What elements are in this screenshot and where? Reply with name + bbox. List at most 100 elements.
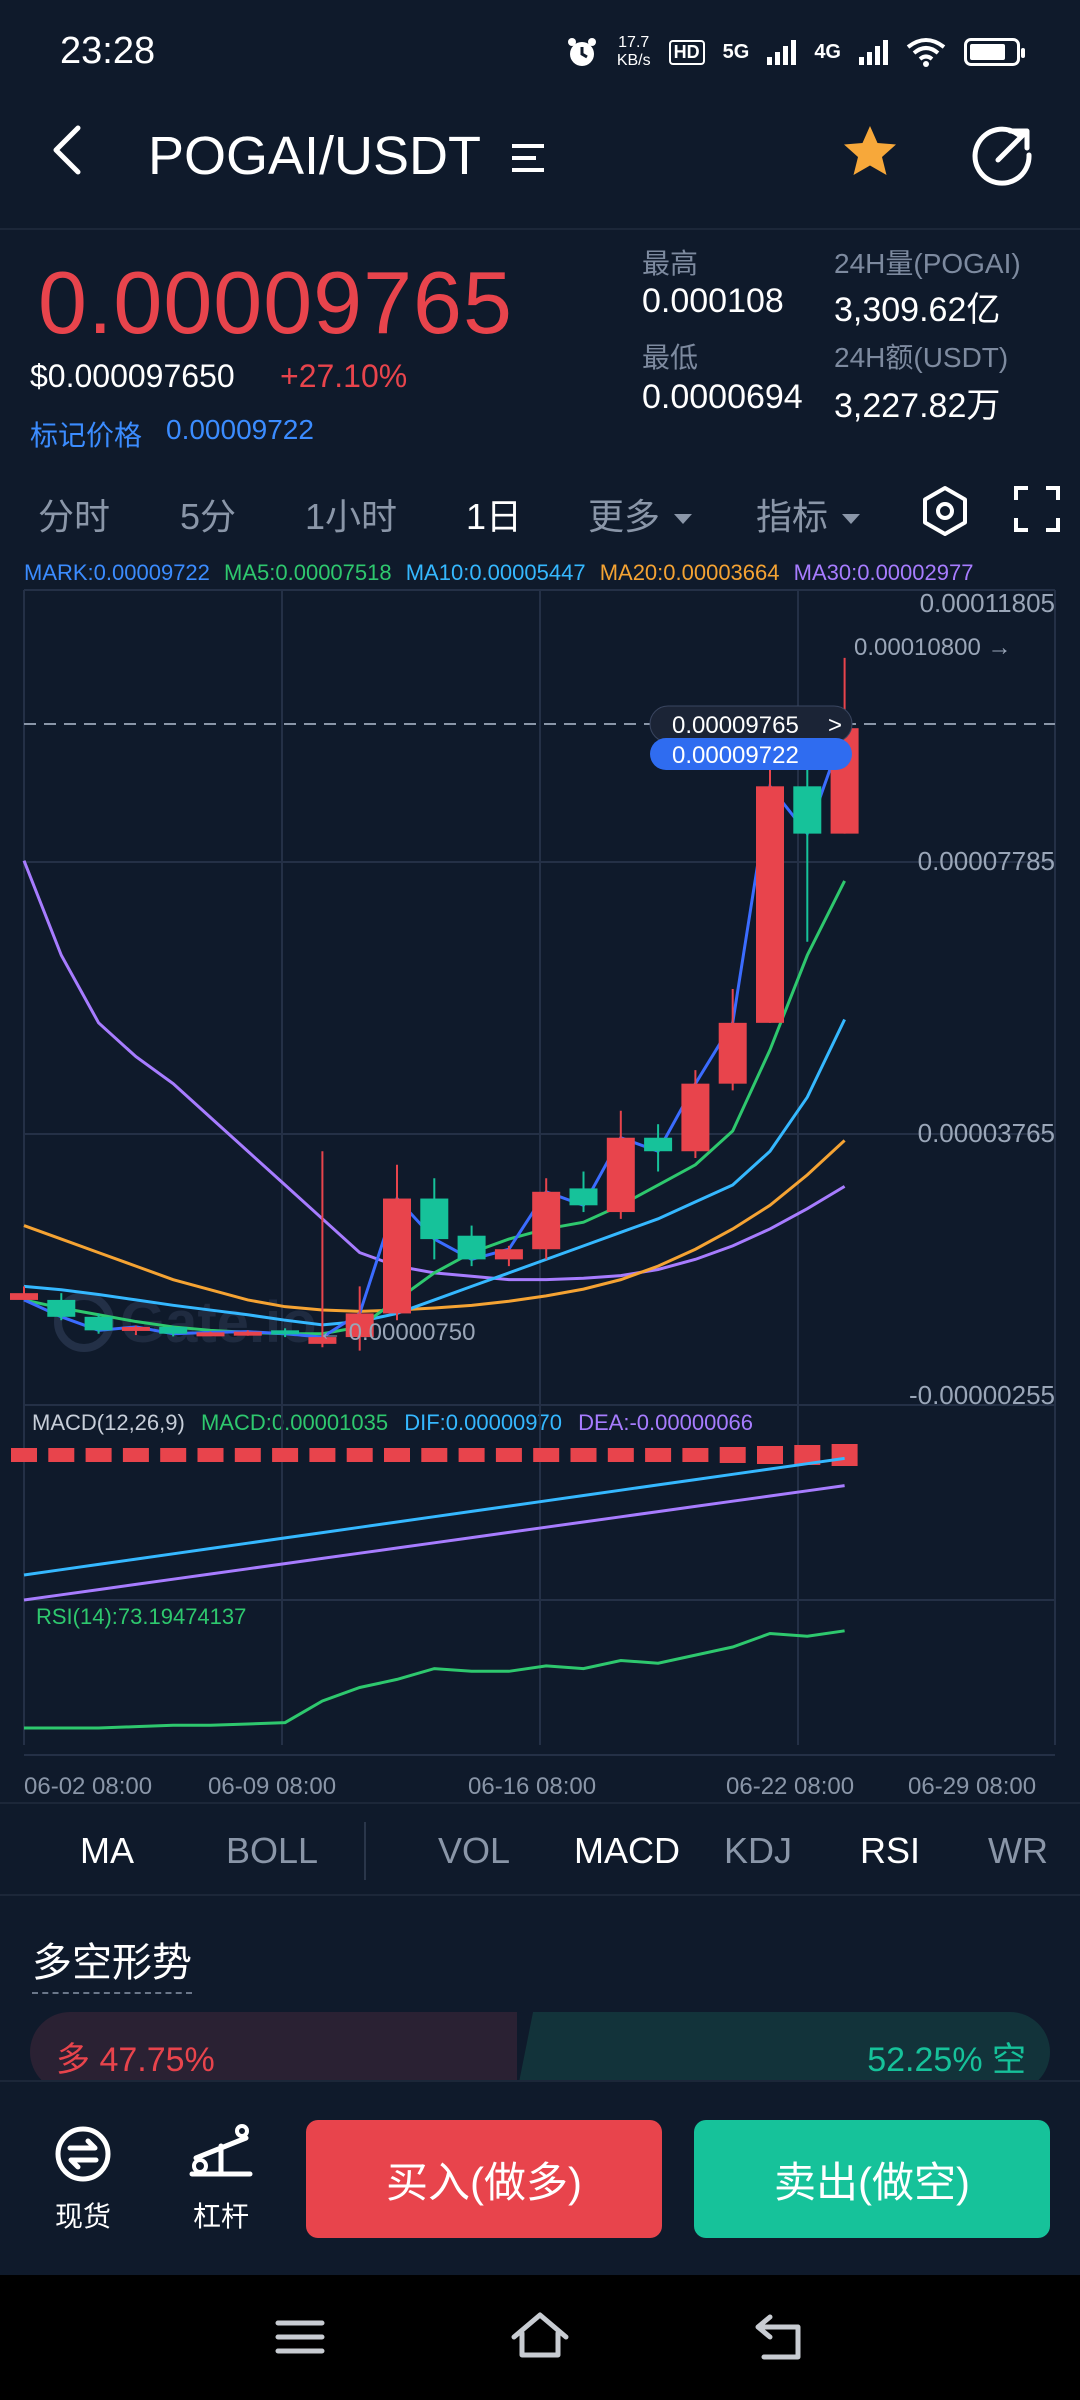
legend-mark: MARK:0.00009722 [24,560,210,585]
candle-body [569,1188,598,1206]
sentiment-title[interactable]: 多空形势 [32,1930,192,1994]
macd-bar [645,1448,672,1462]
macd-bar [85,1448,112,1462]
amount-label: 24H额(USDT) [834,342,1009,373]
buy-button[interactable]: 买入(做多) [306,2120,662,2238]
macd-bar [122,1448,149,1462]
header: POGAI/USDT [0,100,1080,230]
chevron-right-icon: > [828,712,842,739]
macd-bar [197,1448,224,1462]
indicator-wr[interactable]: WR [988,1830,1048,1871]
tab-5min[interactable]: 5分 [180,496,237,537]
candle-body [271,1330,300,1335]
star-icon[interactable] [840,122,900,182]
chevron-down-icon [842,514,861,525]
status-icons: 17.7 KB/s HD 5G 4G [565,30,1025,74]
macd-bar [309,1448,336,1462]
chart-legend: MARK:0.00009722 MA5:0.00007518 MA10:0.00… [24,560,973,586]
rsi-legend: RSI(14):73.19474137 [36,1604,247,1629]
macd-bar [533,1448,560,1462]
interval-tabs: 分时 5分 1小时 1日 更多 指标 [0,470,1080,550]
macd-bar [719,1447,746,1463]
net-speed-unit: KB/s [616,52,651,69]
max-price-marker: 0.00010800 → [854,634,1011,661]
back-nav-icon[interactable] [748,2305,812,2369]
y-tick-label: -0.00000255 [909,1380,1055,1410]
macd-bar [570,1448,597,1462]
macd-bar [607,1448,634,1462]
menu-nav-icon[interactable] [268,2305,332,2369]
indicator-kdj[interactable]: KDJ [724,1830,793,1871]
candle-body [84,1316,113,1331]
share-icon[interactable] [970,122,1036,188]
candle-body [308,1337,337,1344]
candle-body [793,786,822,834]
mark-price-label: 标记价格 [30,420,143,451]
ma10-line [23,1018,846,1327]
candle-body [196,1332,225,1337]
indicator-divider [364,1822,366,1880]
legend-ma20: MA20:0.00003664 [599,560,780,585]
ma20-line [23,1139,846,1313]
short-bar [517,2012,1050,2092]
min-price-marker: ← 0.00000750 [318,1319,475,1346]
fullscreen-icon[interactable] [1012,484,1062,534]
high-label: 最高 [642,248,699,279]
indicator-macd[interactable]: MACD [574,1830,680,1871]
macd-panel [11,1444,858,1602]
ma5-line [23,880,846,1336]
back-icon[interactable] [40,120,100,180]
candlestick-chart[interactable]: Gate.io 0.00009765 >0.000097220.00010800 … [0,550,1080,1800]
tab-more[interactable]: 更多 [588,488,693,540]
macd-bar [831,1444,858,1466]
x-tick-label: 06-09 08:00 [208,1773,336,1800]
pair-menu-icon[interactable] [510,140,546,176]
tab-1day[interactable]: 1日 [466,496,523,537]
candle-body [345,1313,374,1338]
sentiment-bar: 多 47.75% 52.25% 空 [30,2012,1050,2092]
sell-button[interactable]: 卖出(做空) [694,2120,1050,2238]
candle-body [383,1198,411,1314]
volume-value: 3,309.62亿 [834,291,1001,329]
high-value: 0.000108 [642,282,784,320]
low-label: 最低 [642,342,699,373]
pair-title[interactable]: POGAI/USDT [148,126,482,186]
status-time: 23:28 [60,30,156,72]
macd-bar [48,1448,75,1462]
x-tick-label: 06-02 08:00 [24,1773,152,1800]
candle-body [420,1198,449,1240]
macd-bar [682,1448,709,1462]
change-percent: +27.10% [280,358,408,394]
indicator-boll[interactable]: BOLL [226,1830,319,1871]
alarm-icon [567,38,596,66]
indicator-ma[interactable]: MA [80,1830,134,1871]
candle-body [756,786,784,1023]
candle-body [494,1249,523,1260]
macd-bar [160,1448,187,1462]
indicator-vol[interactable]: VOL [438,1830,511,1871]
legend-dif: DIF:0.00000970 [404,1410,562,1435]
candle-body [233,1331,262,1336]
current-price-tag-text: 0.00009765 [672,712,799,739]
tab-1hour[interactable]: 1小时 [305,496,398,537]
macd-bar [11,1448,37,1462]
home-nav-icon[interactable] [508,2305,572,2369]
x-tick-label: 06-29 08:00 [908,1773,1036,1800]
indicator-rsi[interactable]: RSI [860,1830,921,1871]
low-value: 0.0000694 [642,378,803,416]
macd-bar [272,1448,299,1462]
leverage-icon [189,2124,253,2177]
leverage-button[interactable]: 杠杆 [166,2124,276,2235]
macd-bar [794,1445,821,1465]
settings-icon[interactable] [918,484,972,538]
candle-body [10,1293,38,1300]
amount-value: 3,227.82万 [834,387,1001,425]
spot-button[interactable]: 现货 [28,2124,138,2235]
candle-body [681,1083,710,1152]
tab-time-share[interactable]: 分时 [38,496,111,537]
battery-icon [964,38,1025,66]
dif-line [23,1456,845,1577]
candles [10,657,859,1351]
y-tick-label: 0.00011805 [920,588,1055,618]
tab-indicators[interactable]: 指标 [756,488,861,540]
